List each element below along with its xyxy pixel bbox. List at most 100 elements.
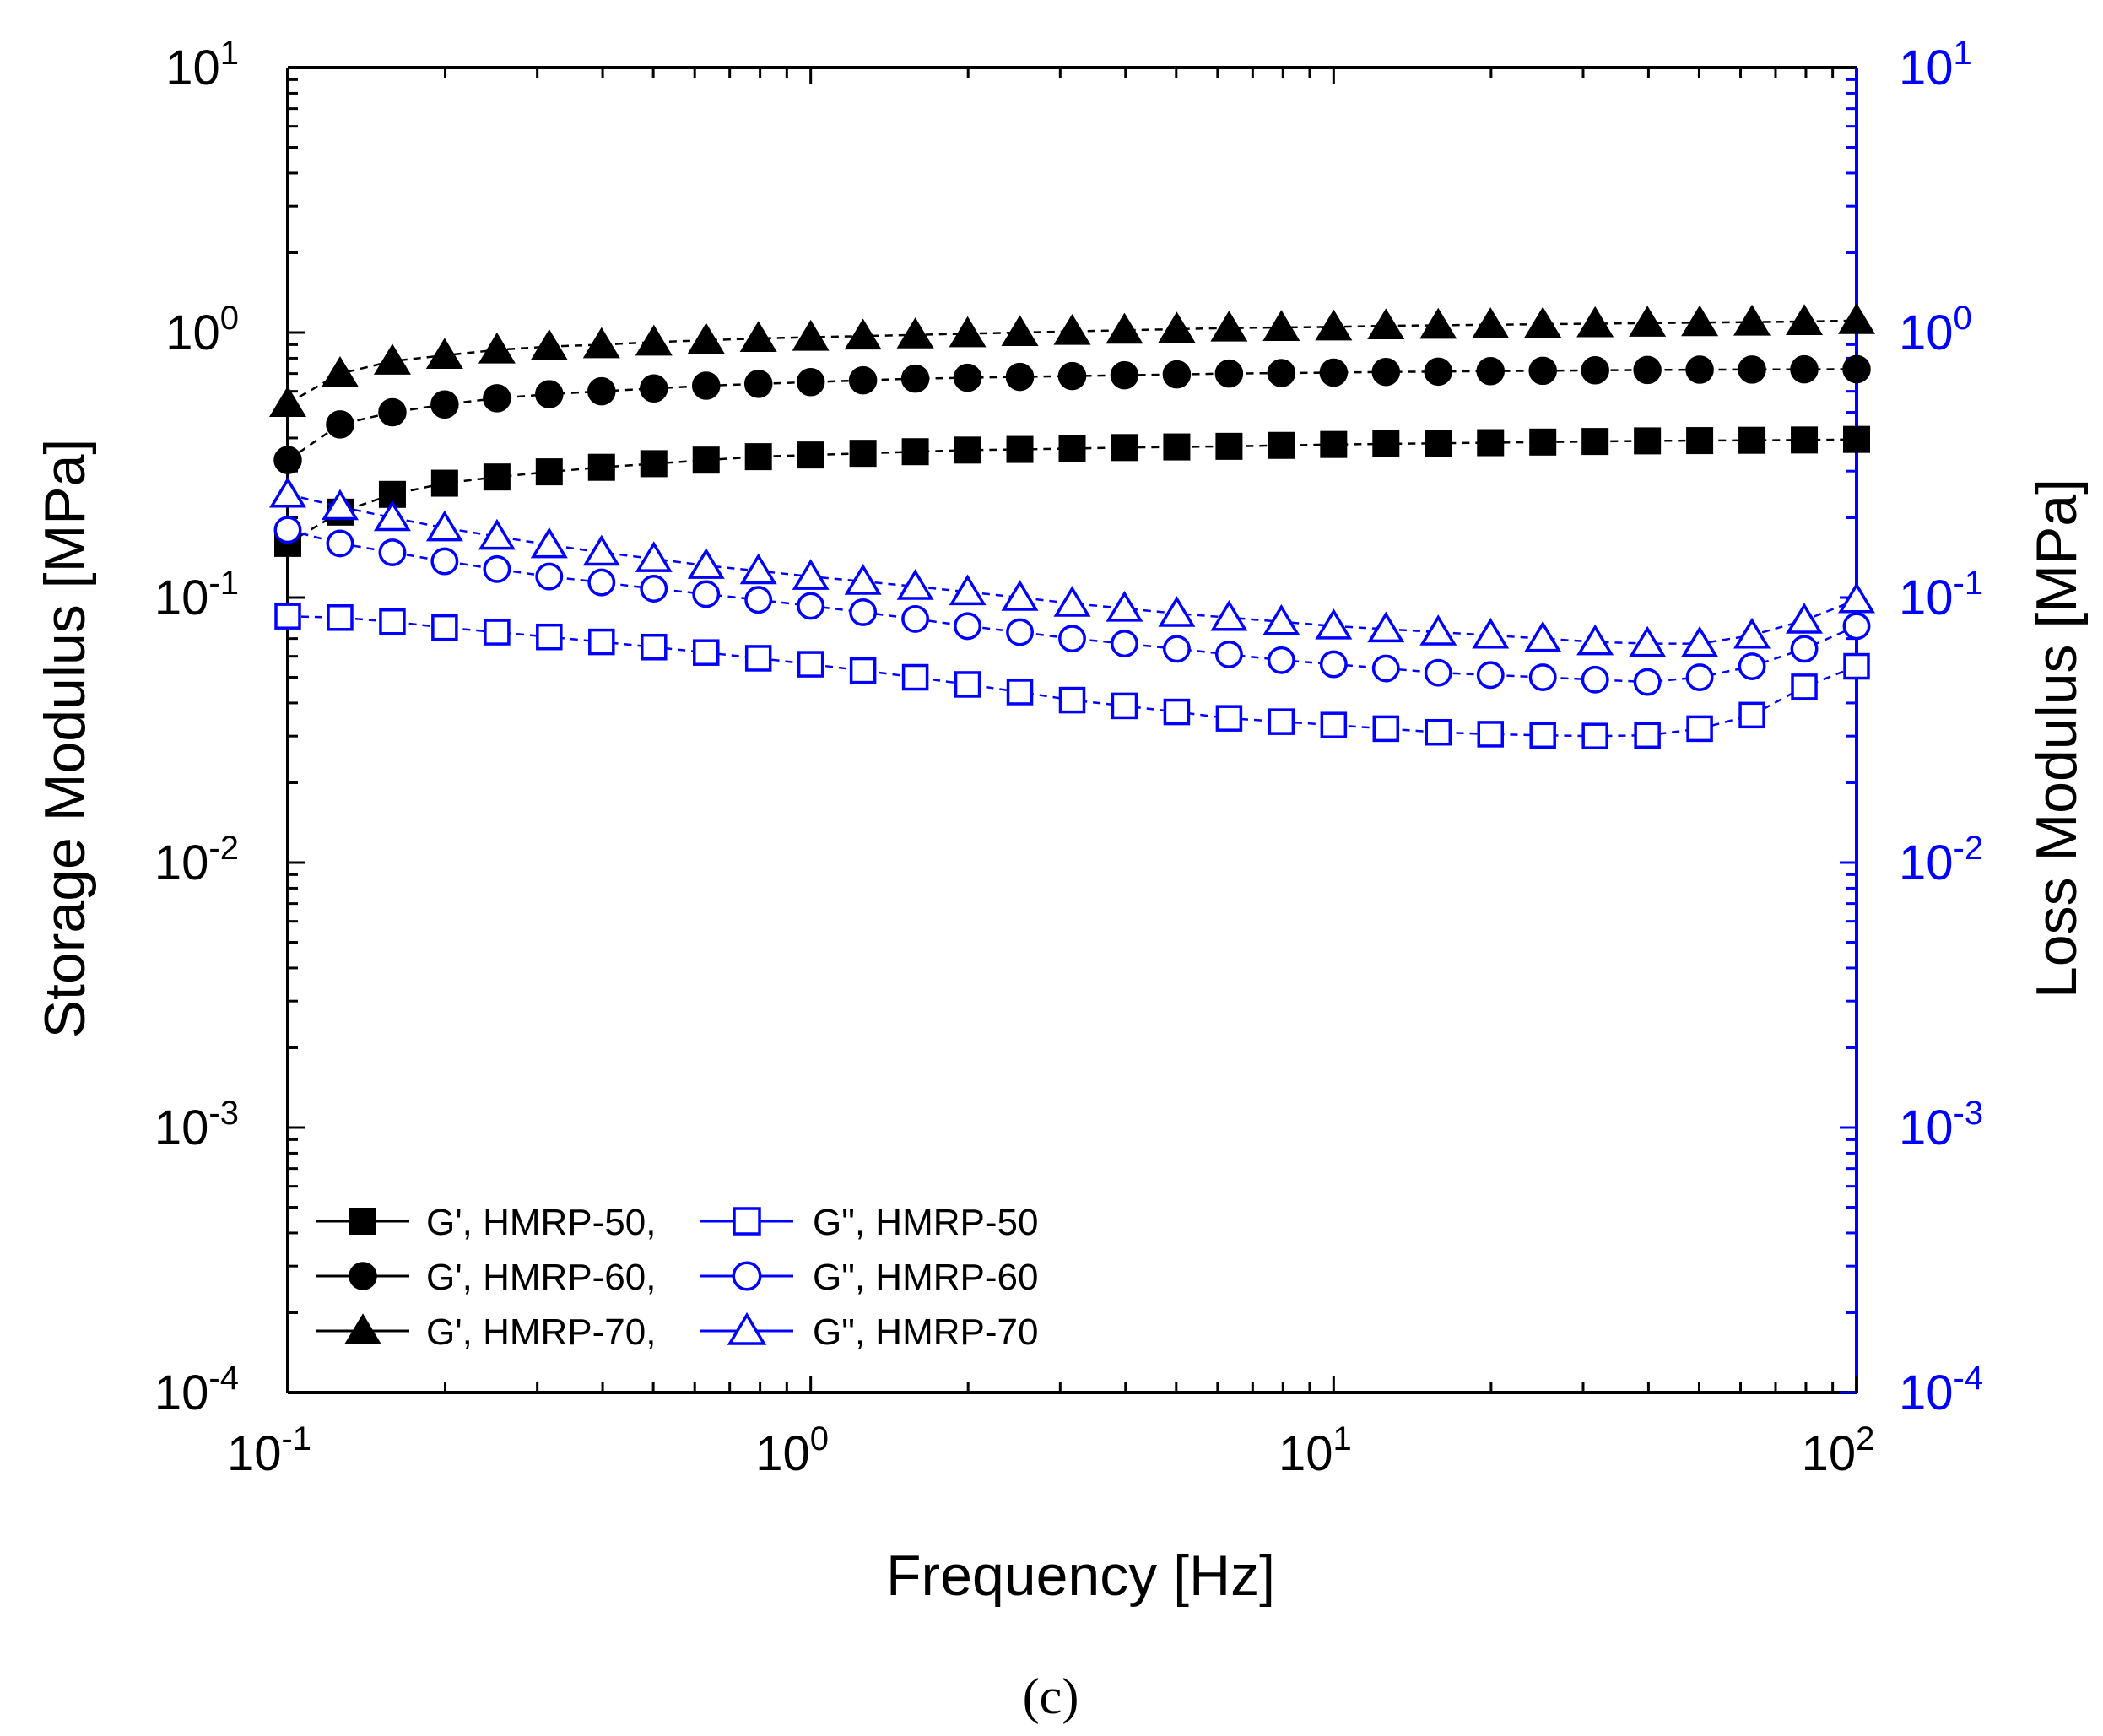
data-point bbox=[896, 317, 934, 349]
data-point bbox=[431, 614, 458, 641]
y-right-tick-label: 10-3 bbox=[1899, 1095, 1983, 1155]
data-point bbox=[1214, 359, 1244, 388]
legend-label: G', HMRP-70, bbox=[426, 1311, 656, 1353]
data-point bbox=[1053, 313, 1091, 345]
data-point bbox=[743, 370, 773, 398]
data-point bbox=[535, 562, 564, 591]
y-left-tick-label: 10-3 bbox=[154, 1095, 239, 1155]
data-point bbox=[949, 316, 987, 348]
data-point bbox=[1371, 654, 1400, 683]
data-point bbox=[483, 463, 511, 491]
data-point bbox=[1843, 652, 1870, 680]
data-point bbox=[478, 518, 516, 550]
data-point bbox=[1685, 663, 1714, 691]
data-point bbox=[378, 538, 407, 566]
y-left-axis-title: Storage Modulus [MPa] bbox=[33, 439, 97, 1039]
series-layer bbox=[268, 303, 1876, 749]
data-point bbox=[797, 441, 824, 469]
data-point bbox=[430, 547, 459, 576]
data-point bbox=[739, 321, 777, 352]
data-point bbox=[1633, 355, 1662, 385]
data-point bbox=[687, 548, 725, 579]
data-point bbox=[326, 529, 354, 558]
data-point bbox=[1472, 617, 1510, 649]
data-point bbox=[1162, 635, 1191, 663]
legend-marker bbox=[733, 1207, 761, 1236]
legend-label: G', HMRP-60, bbox=[426, 1257, 656, 1298]
data-point bbox=[1001, 580, 1039, 611]
data-point bbox=[1111, 692, 1138, 720]
data-point bbox=[1790, 635, 1819, 663]
data-point bbox=[274, 603, 301, 630]
data-point bbox=[1106, 590, 1143, 622]
data-point bbox=[896, 569, 934, 600]
data-point bbox=[1424, 658, 1452, 687]
data-point bbox=[1842, 612, 1871, 641]
data-point bbox=[1262, 310, 1300, 341]
data-point bbox=[430, 390, 459, 419]
data-point bbox=[744, 645, 772, 672]
data-point bbox=[1006, 679, 1034, 706]
data-point bbox=[483, 384, 511, 413]
data-point bbox=[273, 446, 302, 474]
data-point bbox=[849, 598, 878, 626]
data-point bbox=[797, 592, 825, 620]
data-point bbox=[1158, 311, 1196, 343]
data-point bbox=[792, 559, 830, 590]
data-point bbox=[1733, 617, 1771, 649]
y-left-tick-label: 10-4 bbox=[154, 1360, 239, 1420]
data-point bbox=[587, 453, 615, 481]
data-point bbox=[1111, 434, 1138, 462]
data-point bbox=[1210, 310, 1248, 342]
data-point bbox=[953, 363, 982, 392]
data-point bbox=[1576, 624, 1614, 656]
y-right-tick-label: 10-2 bbox=[1899, 830, 1983, 890]
data-point bbox=[849, 440, 877, 468]
data-point bbox=[949, 574, 987, 606]
legend-marker bbox=[727, 1311, 767, 1345]
data-point bbox=[1268, 431, 1295, 459]
data-point bbox=[1738, 701, 1765, 729]
data-point bbox=[1158, 596, 1196, 627]
data-point bbox=[1315, 309, 1353, 341]
data-point bbox=[1367, 308, 1405, 340]
data-point bbox=[373, 500, 411, 532]
data-point bbox=[1058, 435, 1086, 462]
data-point bbox=[641, 633, 668, 661]
data-point bbox=[693, 639, 720, 666]
y-right-tick-label: 10-4 bbox=[1899, 1360, 1983, 1420]
data-point bbox=[425, 510, 463, 542]
data-point bbox=[1634, 427, 1662, 455]
y-right-axis-title: Loss Modulus [MPa] bbox=[2025, 479, 2089, 998]
x-tick-label: 102 bbox=[1802, 1420, 1875, 1481]
data-point bbox=[1319, 358, 1349, 387]
data-point bbox=[1106, 312, 1143, 344]
data-point bbox=[1581, 356, 1609, 385]
data-point bbox=[1634, 722, 1661, 749]
data-point bbox=[1267, 359, 1296, 387]
data-point bbox=[901, 438, 929, 466]
data-point bbox=[1419, 614, 1457, 646]
data-point bbox=[1738, 355, 1766, 384]
data-point bbox=[1738, 426, 1766, 454]
data-point bbox=[1268, 708, 1295, 735]
data-point bbox=[1838, 581, 1875, 614]
data-point bbox=[478, 332, 516, 364]
series-1 bbox=[274, 425, 1870, 557]
data-point bbox=[744, 443, 772, 471]
data-point bbox=[379, 608, 406, 635]
legend-label: G", HMRP-50 bbox=[813, 1202, 1038, 1243]
y-right-tick-label: 101 bbox=[1899, 35, 1972, 95]
data-point bbox=[687, 322, 725, 354]
data-point bbox=[1681, 305, 1719, 337]
data-point bbox=[268, 386, 307, 418]
data-point bbox=[1581, 665, 1609, 694]
data-point bbox=[1524, 306, 1562, 338]
data-point bbox=[588, 628, 615, 656]
data-point bbox=[1472, 307, 1510, 338]
data-point bbox=[1477, 721, 1504, 748]
y-left-tick-label: 10-2 bbox=[154, 830, 239, 890]
series-3 bbox=[268, 303, 1876, 418]
data-point bbox=[273, 516, 302, 544]
